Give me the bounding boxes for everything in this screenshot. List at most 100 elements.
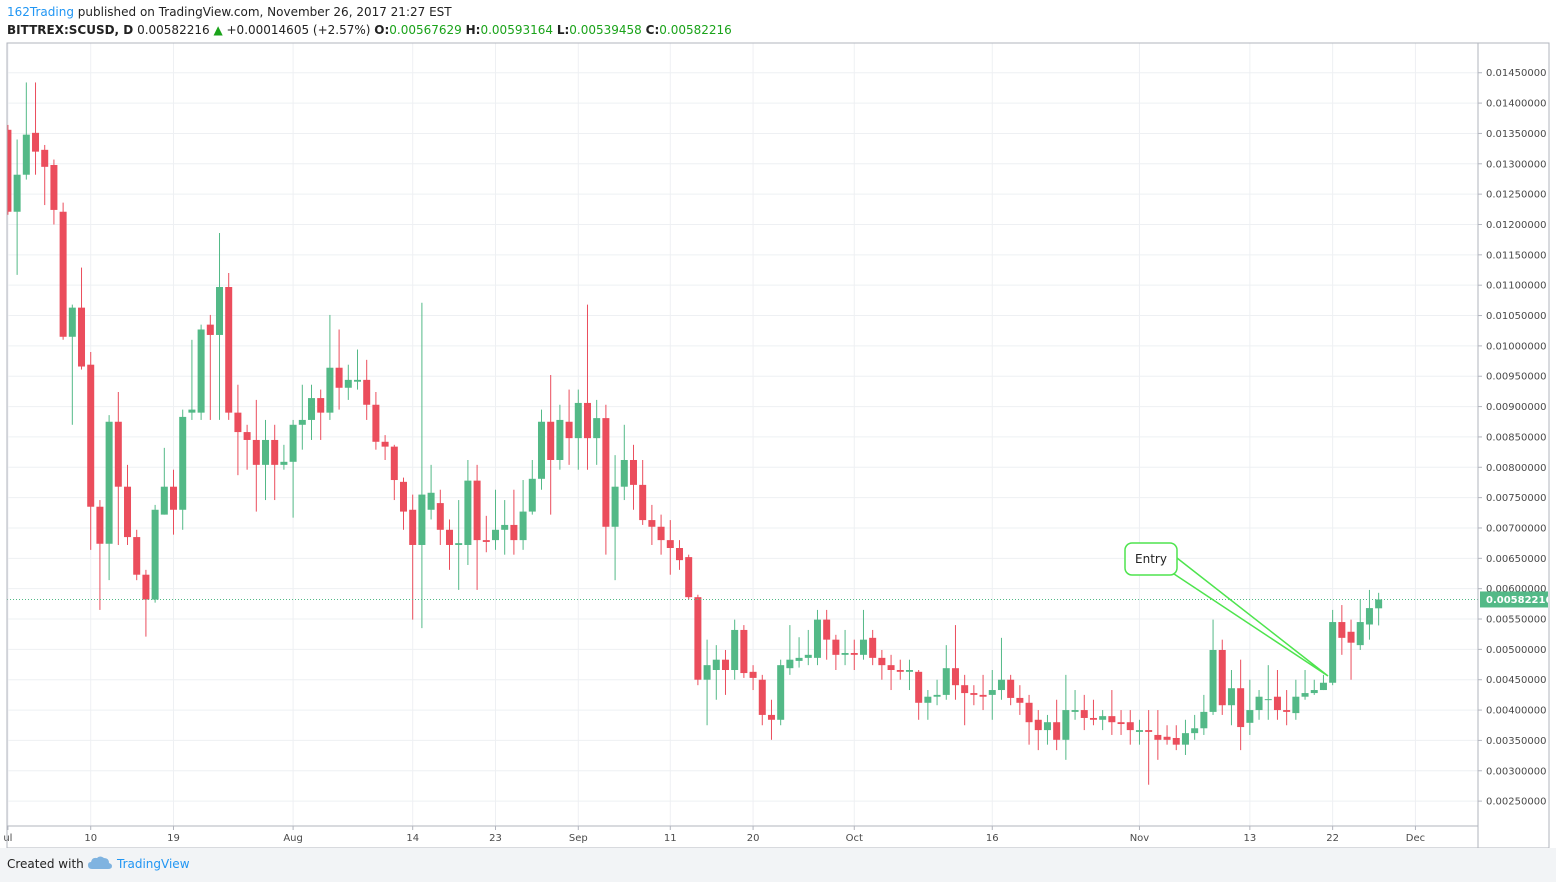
y-tick-label: 0.00750000: [1486, 493, 1546, 504]
candle-body: [491, 529, 499, 541]
h-value: 0.00593164: [480, 23, 553, 37]
candle-body: [731, 629, 739, 671]
candle-body: [390, 446, 398, 481]
candle-body: [915, 671, 923, 703]
x-tick-label: Aug: [283, 833, 303, 844]
candle-body: [648, 520, 656, 527]
x-tick-label: 23: [489, 833, 502, 844]
candle-body: [1246, 710, 1254, 723]
candle-body: [813, 619, 821, 658]
candle-body: [970, 693, 978, 695]
symbol: BITTREX:SCUSD, D: [7, 23, 134, 37]
candle-body: [13, 174, 21, 212]
candle-body: [482, 540, 490, 542]
candle-body: [455, 543, 463, 545]
y-tick-label: 0.01450000: [1486, 68, 1546, 79]
candle-body: [666, 540, 674, 549]
candle-body: [399, 481, 407, 512]
change: +0.00014605 (+2.57%): [226, 23, 371, 37]
y-tick-label: 0.01300000: [1486, 159, 1546, 170]
candle-body: [114, 421, 122, 487]
y-tick-label: 0.00650000: [1486, 554, 1546, 565]
candle-body: [32, 132, 40, 152]
candle-body: [1365, 608, 1373, 625]
candle-body: [317, 398, 325, 413]
candle-body: [878, 657, 886, 666]
candle-body: [50, 165, 58, 210]
candles: [7, 82, 1383, 785]
candle-body: [1071, 710, 1079, 712]
candle-body: [1338, 622, 1346, 638]
candle-body: [1319, 682, 1327, 691]
y-tick-label: 0.01050000: [1486, 311, 1546, 322]
candle-body: [1209, 649, 1217, 712]
candle-body: [289, 424, 297, 462]
grid: [7, 43, 1478, 826]
y-tick-label: 0.01000000: [1486, 341, 1546, 352]
candle-body: [1237, 688, 1245, 728]
candle-body: [308, 398, 316, 420]
candle-body: [1172, 737, 1180, 745]
author[interactable]: 162Trading: [7, 5, 74, 19]
candle-body: [1255, 696, 1263, 711]
candle-body: [629, 459, 637, 485]
candle-body: [620, 459, 628, 487]
y-tick-label: 0.00950000: [1486, 372, 1546, 383]
candle-body: [602, 418, 610, 527]
candle-body: [335, 367, 343, 388]
x-tick-label: 22: [1326, 833, 1339, 844]
candle-body: [363, 379, 371, 405]
y-tick-label: 0.00900000: [1486, 402, 1546, 413]
candle-body: [951, 668, 959, 686]
candle-body: [78, 307, 86, 367]
candle-body: [1062, 710, 1070, 740]
candle-body: [68, 307, 76, 337]
candle-body: [133, 537, 141, 575]
candle-body: [1025, 702, 1033, 723]
candle-body: [556, 419, 564, 460]
y-tick-label: 0.00300000: [1486, 766, 1546, 777]
y-tick-label: 0.00350000: [1486, 736, 1546, 747]
overlay: 0.00250000 0.00300000 0.00350000 0.00400000…: [3, 68, 1552, 844]
x-tick-label: Dec: [1406, 833, 1425, 844]
y-tick-label: 0.00800000: [1486, 463, 1546, 474]
candle-body: [593, 418, 601, 439]
y-tick-label: 0.00250000: [1486, 797, 1546, 808]
candle-body: [896, 670, 904, 672]
candle-body: [1034, 719, 1042, 731]
x-tick-label: 14: [406, 833, 419, 844]
candle-body: [262, 439, 270, 465]
candle-body: [1375, 599, 1383, 609]
candle-body: [22, 134, 30, 175]
x-tick-label: 10: [84, 833, 97, 844]
y-tick-label: 0.00450000: [1486, 675, 1546, 686]
y-tick-label: 0.01350000: [1486, 129, 1546, 140]
created-with: Created with: [7, 857, 84, 871]
h-label: H:: [465, 23, 481, 37]
candle-body: [464, 480, 472, 545]
l-label: L:: [556, 23, 570, 37]
arrow: ▲: [213, 23, 223, 37]
published: published on TradingView.com, November 2…: [77, 5, 452, 19]
candle-body: [160, 486, 168, 515]
x-tick-label: 16: [986, 833, 999, 844]
candle-body: [1080, 710, 1088, 718]
y-tick-label: 0.00700000: [1486, 523, 1546, 534]
chart: 0.00250000 0.00300000 0.00350000 0.00400000…: [3, 42, 1552, 848]
l-value: 0.00539458: [569, 23, 642, 37]
candle-body: [933, 694, 941, 697]
x-tick-label: ul: [3, 833, 12, 844]
candle-body: [473, 480, 481, 541]
c-value: 0.00582216: [659, 23, 732, 37]
x-tick-label: Sep: [569, 833, 588, 844]
candle-body: [675, 548, 683, 561]
candle-body: [271, 439, 279, 465]
brand[interactable]: TradingView: [117, 857, 190, 871]
callout-box: [1124, 542, 1178, 576]
candle-body: [1135, 730, 1143, 732]
annotation-text: Entry: [1135, 552, 1167, 566]
y-tick-label: 0.01250000: [1486, 190, 1546, 201]
x-tick-label: 19: [167, 833, 180, 844]
candle-body: [905, 670, 913, 672]
